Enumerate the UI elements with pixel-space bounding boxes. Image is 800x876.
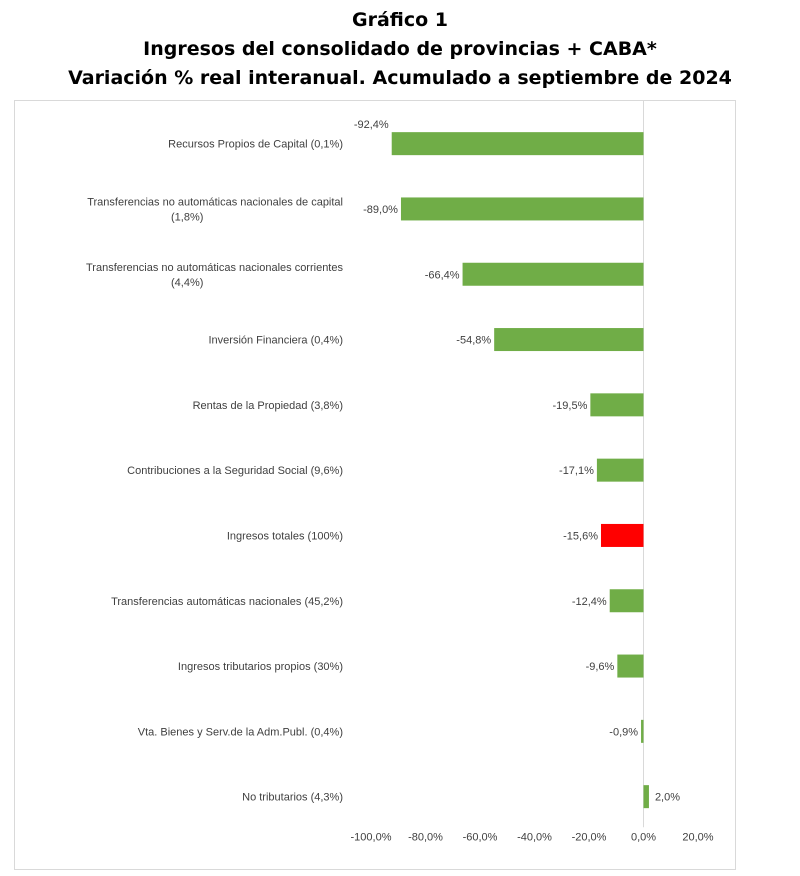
value-label-5: -17,1% <box>559 465 594 477</box>
category-label-3: Inversión Financiera (0,4%) <box>208 335 343 347</box>
bar-3 <box>494 328 644 352</box>
chart-title: Gráfico 1 Ingresos del consolidado de pr… <box>0 6 800 93</box>
category-label-2-line-1: (4,4%) <box>171 277 203 289</box>
x-tick-label-3: -40,0% <box>517 831 552 843</box>
x-tick-label-1: -80,0% <box>408 831 443 843</box>
value-label-1: -89,0% <box>363 204 398 216</box>
bar-4 <box>590 393 644 417</box>
value-label-10: 2,0% <box>655 792 680 804</box>
chart-area: -92,4% Recursos Propios de Capital (0,1%)… <box>14 100 736 870</box>
bar-chart: -92,4% Recursos Propios de Capital (0,1%)… <box>86 101 714 843</box>
chart-title-line-2: Ingresos del consolidado de provincias +… <box>143 38 657 60</box>
category-label-8: Ingresos tributarios propios (30%) <box>178 661 343 673</box>
chart-title-line-1: Gráfico 1 <box>351 9 449 31</box>
category-label-9: Vta. Bienes y Serv.de la Adm.Publ. (0,4%… <box>138 726 343 738</box>
bar-10 <box>643 785 649 809</box>
category-label-4: Rentas de la Propiedad (3,8%) <box>193 400 343 412</box>
value-label-8: -9,6% <box>586 661 615 673</box>
bar-7 <box>609 589 644 613</box>
x-tick-label-0: -100,0% <box>351 831 392 843</box>
category-label-1-line-1: (1,8%) <box>171 211 203 223</box>
bar-2 <box>462 262 644 286</box>
bar-0 <box>391 132 644 156</box>
x-tick-label-5: 0,0% <box>631 831 656 843</box>
value-label-9: -0,9% <box>609 726 638 738</box>
chart-title-line-3: Variación % real interanual. Acumulado a… <box>68 67 732 89</box>
category-label-0: Recursos Propios de Capital (0,1%) <box>168 139 343 151</box>
category-label-1-line-0: Transferencias no automáticas nacionales… <box>87 196 343 208</box>
value-label-6: -15,6% <box>563 530 598 542</box>
value-label-2: -66,4% <box>425 269 460 281</box>
bar-1 <box>400 197 644 221</box>
value-label-3: -54,8% <box>456 335 491 347</box>
value-label-7: -12,4% <box>572 596 607 608</box>
bar-6 <box>600 523 644 547</box>
category-label-7: Transferencias automáticas nacionales (4… <box>111 596 343 608</box>
bar-8 <box>617 654 644 678</box>
value-label-4: -19,5% <box>553 400 588 412</box>
category-label-2-line-0: Transferencias no automáticas nacionales… <box>86 262 344 274</box>
bar-5 <box>596 458 644 482</box>
x-tick-label-2: -60,0% <box>463 831 498 843</box>
category-label-5: Contribuciones a la Seguridad Social (9,… <box>127 465 343 477</box>
x-tick-label-4: -20,0% <box>572 831 607 843</box>
category-label-10: No tributarios (4,3%) <box>242 792 343 804</box>
value-label-0: -92,4% <box>354 119 389 131</box>
bar-9 <box>641 719 644 743</box>
category-label-6: Ingresos totales (100%) <box>227 530 343 542</box>
x-tick-label-6: 20,0% <box>682 831 713 843</box>
